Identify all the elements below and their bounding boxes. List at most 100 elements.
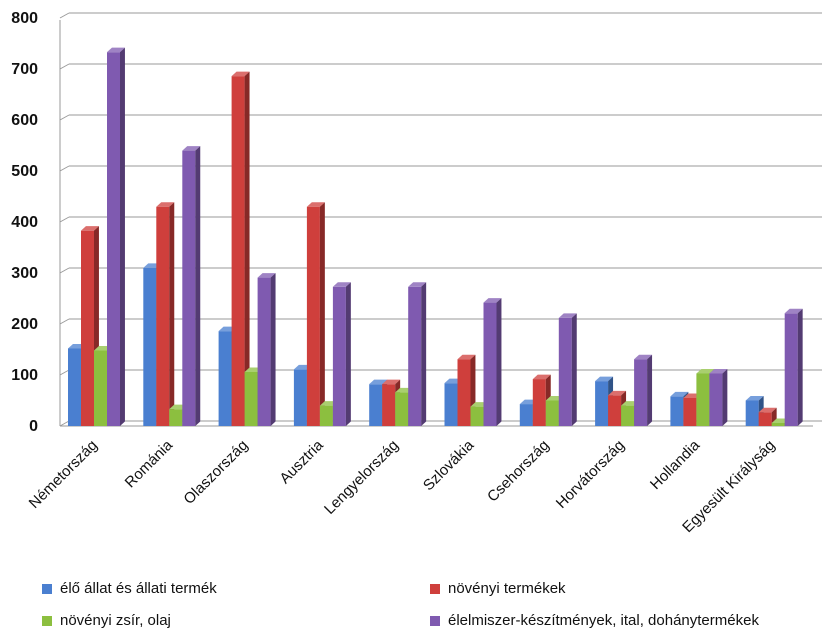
bar bbox=[306, 202, 325, 426]
bar-front bbox=[758, 412, 772, 426]
bar-top bbox=[483, 298, 502, 303]
gridline-depth bbox=[59, 12, 70, 19]
bar-top bbox=[784, 308, 803, 314]
bar-side bbox=[270, 273, 276, 426]
bar bbox=[408, 282, 427, 426]
bar-top bbox=[382, 379, 401, 385]
gridline-depth bbox=[59, 114, 70, 121]
bar-front bbox=[545, 400, 559, 426]
gridline-depth bbox=[59, 318, 70, 325]
bar-front bbox=[332, 286, 346, 426]
bar-side bbox=[571, 313, 577, 426]
bar-top bbox=[634, 354, 653, 360]
bar-top bbox=[532, 374, 551, 380]
bar-top bbox=[696, 368, 715, 374]
bar-front bbox=[182, 150, 196, 426]
x-tick-label: Románia bbox=[122, 436, 177, 491]
bar-front bbox=[634, 359, 648, 426]
bar-front bbox=[369, 384, 383, 426]
bar-side bbox=[647, 354, 653, 426]
bar-front bbox=[483, 302, 497, 426]
bar bbox=[156, 202, 175, 426]
bar-front bbox=[408, 286, 422, 426]
bar bbox=[758, 407, 777, 426]
bar-front bbox=[94, 350, 107, 426]
x-tick-label: Olaszország bbox=[180, 437, 251, 508]
bar-front bbox=[156, 206, 170, 426]
bar-front bbox=[382, 384, 396, 426]
x-tick-label: Hollandia bbox=[647, 436, 704, 493]
bar-front bbox=[532, 379, 546, 426]
bar bbox=[634, 354, 653, 426]
bar bbox=[709, 368, 728, 426]
bar-front bbox=[519, 404, 533, 426]
gridline-depth bbox=[59, 63, 70, 70]
bar-top bbox=[670, 391, 689, 397]
bar-front bbox=[293, 369, 307, 426]
bar-front bbox=[457, 359, 471, 426]
bar-front bbox=[244, 371, 258, 426]
bar-top bbox=[306, 202, 325, 207]
bar-side bbox=[120, 47, 125, 427]
gridline-depth bbox=[59, 420, 70, 427]
bar-front bbox=[595, 381, 609, 426]
bar-top bbox=[745, 396, 764, 401]
bar-front bbox=[257, 277, 271, 426]
bar-top bbox=[408, 282, 427, 287]
y-tick-label: 800 bbox=[11, 10, 38, 27]
bar-front bbox=[231, 76, 245, 426]
bar-top bbox=[595, 376, 614, 382]
bar-top bbox=[107, 47, 125, 53]
x-tick-label: Szlovákia bbox=[420, 436, 478, 494]
y-tick-label: 300 bbox=[11, 265, 38, 282]
gridline-depth bbox=[59, 267, 70, 274]
bar bbox=[231, 71, 250, 426]
bar-top bbox=[182, 146, 201, 151]
bar bbox=[332, 282, 351, 426]
x-tick-label: Ausztria bbox=[276, 436, 327, 487]
bar-front bbox=[444, 383, 458, 426]
bar-front bbox=[621, 405, 635, 426]
bar-front bbox=[670, 396, 684, 426]
bar-front bbox=[470, 406, 484, 426]
bar-front bbox=[608, 395, 622, 426]
bar-side bbox=[797, 308, 803, 426]
bar bbox=[182, 146, 201, 426]
x-tick-label: Lengyelország bbox=[321, 437, 402, 518]
bar-side bbox=[496, 298, 502, 426]
bar-top bbox=[156, 202, 175, 207]
bar-front bbox=[745, 400, 759, 426]
bar-side bbox=[345, 282, 351, 426]
bar-front bbox=[306, 206, 320, 426]
bar bbox=[257, 273, 276, 426]
bar bbox=[784, 308, 803, 426]
bar-front bbox=[107, 52, 120, 427]
bar-front bbox=[218, 331, 232, 426]
x-tick-label: Csehország bbox=[484, 437, 553, 506]
bar-top bbox=[81, 226, 99, 231]
bar-front bbox=[784, 313, 798, 426]
y-tick-label: 500 bbox=[11, 163, 38, 180]
bar-top bbox=[558, 313, 577, 318]
y-tick-label: 0 bbox=[29, 418, 38, 435]
bar bbox=[483, 298, 502, 426]
gridline-depth bbox=[59, 369, 70, 376]
bar-front bbox=[143, 267, 157, 426]
bar-front bbox=[81, 230, 94, 426]
y-tick-label: 200 bbox=[11, 316, 38, 333]
bar-side bbox=[722, 368, 728, 426]
bar-side bbox=[195, 146, 201, 426]
y-tick-label: 100 bbox=[11, 367, 38, 384]
bar-front bbox=[319, 405, 333, 426]
y-tick-labels: 0 100 200 300 400 500 600 700 800 bbox=[11, 10, 38, 435]
gridline-depth bbox=[59, 165, 70, 172]
bar-front bbox=[169, 409, 183, 426]
bar-top bbox=[457, 354, 476, 360]
gridlines bbox=[59, 12, 822, 427]
bar-top bbox=[257, 273, 276, 278]
bars bbox=[68, 47, 803, 427]
bar-side bbox=[421, 282, 427, 426]
bar-front bbox=[709, 373, 723, 426]
